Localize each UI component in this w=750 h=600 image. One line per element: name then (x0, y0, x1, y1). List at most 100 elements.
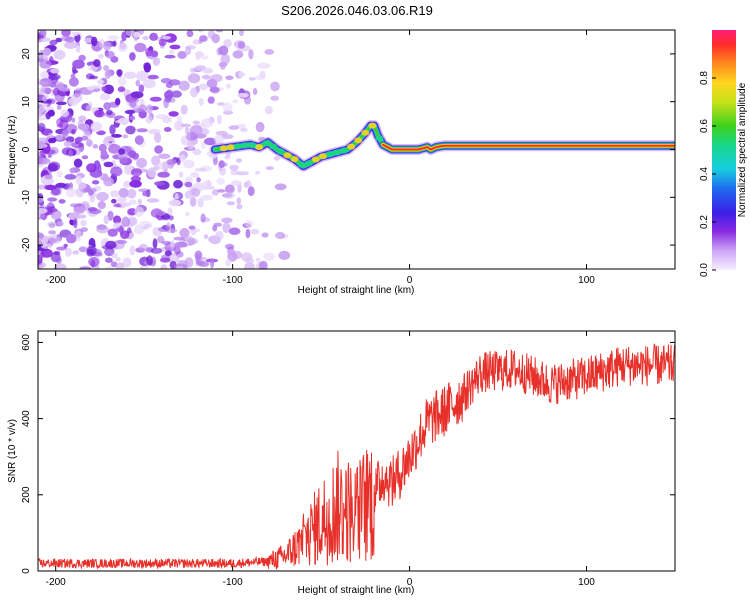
spectrogram-noise-blob (72, 250, 80, 255)
spectrogram-noise-blob (118, 202, 132, 207)
spectrogram-noise-blob (218, 160, 225, 169)
spectrogram-noise-blob (195, 260, 205, 267)
spectrogram-noise-blob (274, 156, 280, 161)
spectrogram-noise-blob (158, 226, 170, 232)
spectrogram-noise-blob (136, 157, 148, 169)
spectrogram-ridge-blob (255, 144, 264, 151)
spectrogram-noise-blob (39, 30, 47, 39)
spectrogram-noise-blob (244, 257, 255, 264)
colorbar-tick-label: 0.6 (699, 119, 710, 133)
spectrogram-noise-blob (109, 124, 116, 135)
spectrogram-noise-blob (164, 54, 176, 59)
spectrogram-noise-blob (133, 34, 138, 42)
spectrogram-noise-blob (188, 225, 196, 230)
spectrogram-noise-blob (91, 36, 98, 47)
spectrogram-noise-blob (199, 35, 208, 42)
spectrogram-noise-blob (204, 137, 217, 146)
spectrogram-noise-blob (104, 247, 115, 257)
spectrogram-noise-blob (56, 257, 62, 264)
spectrogram-noise-blob (135, 80, 141, 87)
spectrogram-noise-blob (40, 71, 49, 80)
snr-xlabel: Height of straight line (km) (298, 585, 415, 596)
spectrogram-noise-blob (203, 234, 209, 239)
spectrogram-noise-blob (91, 180, 100, 185)
spectrogram-noise-blob (138, 104, 148, 113)
spectrogram-noise-blob (157, 171, 170, 178)
spectrogram-noise-blob (243, 181, 249, 188)
spectrogram-noise-blob (173, 236, 185, 241)
spectrogram-noise-blob (213, 222, 223, 227)
spectrogram-noise-blob (74, 87, 83, 97)
spectrogram-noise-blob (190, 188, 201, 197)
spectrogram-noise-blob (104, 70, 112, 79)
snr-xtick-label: 100 (578, 577, 595, 588)
spectrogram-noise-blob (239, 30, 244, 37)
spectrogram-noise-blob (48, 223, 56, 229)
spectrogram-noise-blob (142, 79, 156, 89)
spectrogram-noise-blob (187, 73, 201, 84)
spectrogram-noise-blob (222, 102, 233, 113)
spectrogram-noise-blob (225, 75, 234, 81)
spectrogram-noise-blob (71, 150, 76, 156)
snr-panel: -200 -100 0 100 0 200 400 600 Height of straig… (7, 330, 676, 596)
spectrogram-noise-blob (250, 228, 260, 235)
spectrogram-noise-blob (75, 230, 82, 239)
spectrogram-noise-blob (135, 70, 149, 82)
spectrogram-noise-blob (222, 192, 236, 199)
spectrogram-noise-blob (78, 54, 86, 62)
spectrogram-noise-blob (186, 131, 198, 141)
spectrogram-noise-blob (93, 59, 101, 68)
spectrogram-noise-blob (171, 90, 182, 98)
spectrogram-noise-blob (228, 125, 239, 130)
spectrogram-noise-blob (151, 155, 161, 166)
snr-frame (37, 330, 676, 572)
colorbar-tick-label: 0.0 (699, 263, 710, 277)
spectrogram-noise-blob (48, 74, 61, 80)
spectrogram-noise-blob (184, 211, 190, 217)
spectrogram-noise-blob (58, 199, 66, 204)
spectrogram-noise-blob (138, 84, 145, 93)
spectrogram-noise-blob (177, 115, 182, 124)
spectrogram-noise-blob (187, 238, 198, 245)
spectrogram-noise-blob (118, 42, 128, 52)
spectrogram-ridge-blob (333, 149, 341, 156)
spectrogram-noise-blob (202, 128, 210, 135)
spectrogram-ridge-blob (368, 122, 377, 129)
spectrogram-noise-blob (137, 198, 142, 205)
spectrogram-noise-blob (70, 203, 79, 207)
spectrogram-noise-blob (237, 41, 246, 49)
colorbar-gradient (712, 30, 736, 270)
spectrogram-noise-blob (218, 45, 229, 56)
spectrogram-noise-blob (255, 121, 265, 133)
spectrogram-noise-blob (105, 240, 117, 249)
spectrogram-noise-blob (161, 240, 171, 245)
spectrogram-noise-blob (134, 206, 144, 217)
spectrogram-noise-blob (149, 96, 162, 102)
spectrogram-noise-blob (207, 96, 215, 104)
spectrogram-noise-blob (115, 97, 121, 106)
spectrogram-noise-blob (265, 105, 273, 115)
spectrogram-noise-blob (230, 180, 242, 187)
colorbar: 0.0 0.2 0.4 0.6 0.8 Normalized spectral ampl… (699, 30, 748, 277)
spectrogram-ridge-blob (311, 156, 320, 163)
spectrogram-noise-blob (56, 246, 68, 251)
spectrogram-ytick-label: -10 (21, 190, 32, 205)
spectrogram-noise-blob (38, 254, 42, 261)
spectrogram-ytick-label: 20 (21, 48, 32, 60)
spectrogram-noise-blob (161, 115, 172, 124)
spectrogram-noise-blob (38, 116, 47, 121)
spectrogram-noise-blob (56, 101, 67, 106)
spectrogram-noise-blob (225, 184, 235, 194)
spectrogram-noise-blob (48, 230, 57, 235)
spectrogram-noise-blob (214, 134, 224, 145)
spectrogram-noise-blob (86, 139, 93, 147)
spectrogram-noise-blob (236, 197, 242, 205)
spectrogram-ridge-blob (340, 147, 349, 154)
spectrogram-noise-blob (190, 172, 199, 178)
spectrogram-noise-blob (75, 187, 84, 198)
spectrogram-noise-blob (64, 174, 77, 180)
spectrogram-noise-blob (76, 136, 83, 142)
spectrogram-noise-blob (189, 196, 197, 207)
spectrogram-noise-blob (75, 45, 81, 53)
spectrogram-noise-blob (68, 212, 81, 221)
